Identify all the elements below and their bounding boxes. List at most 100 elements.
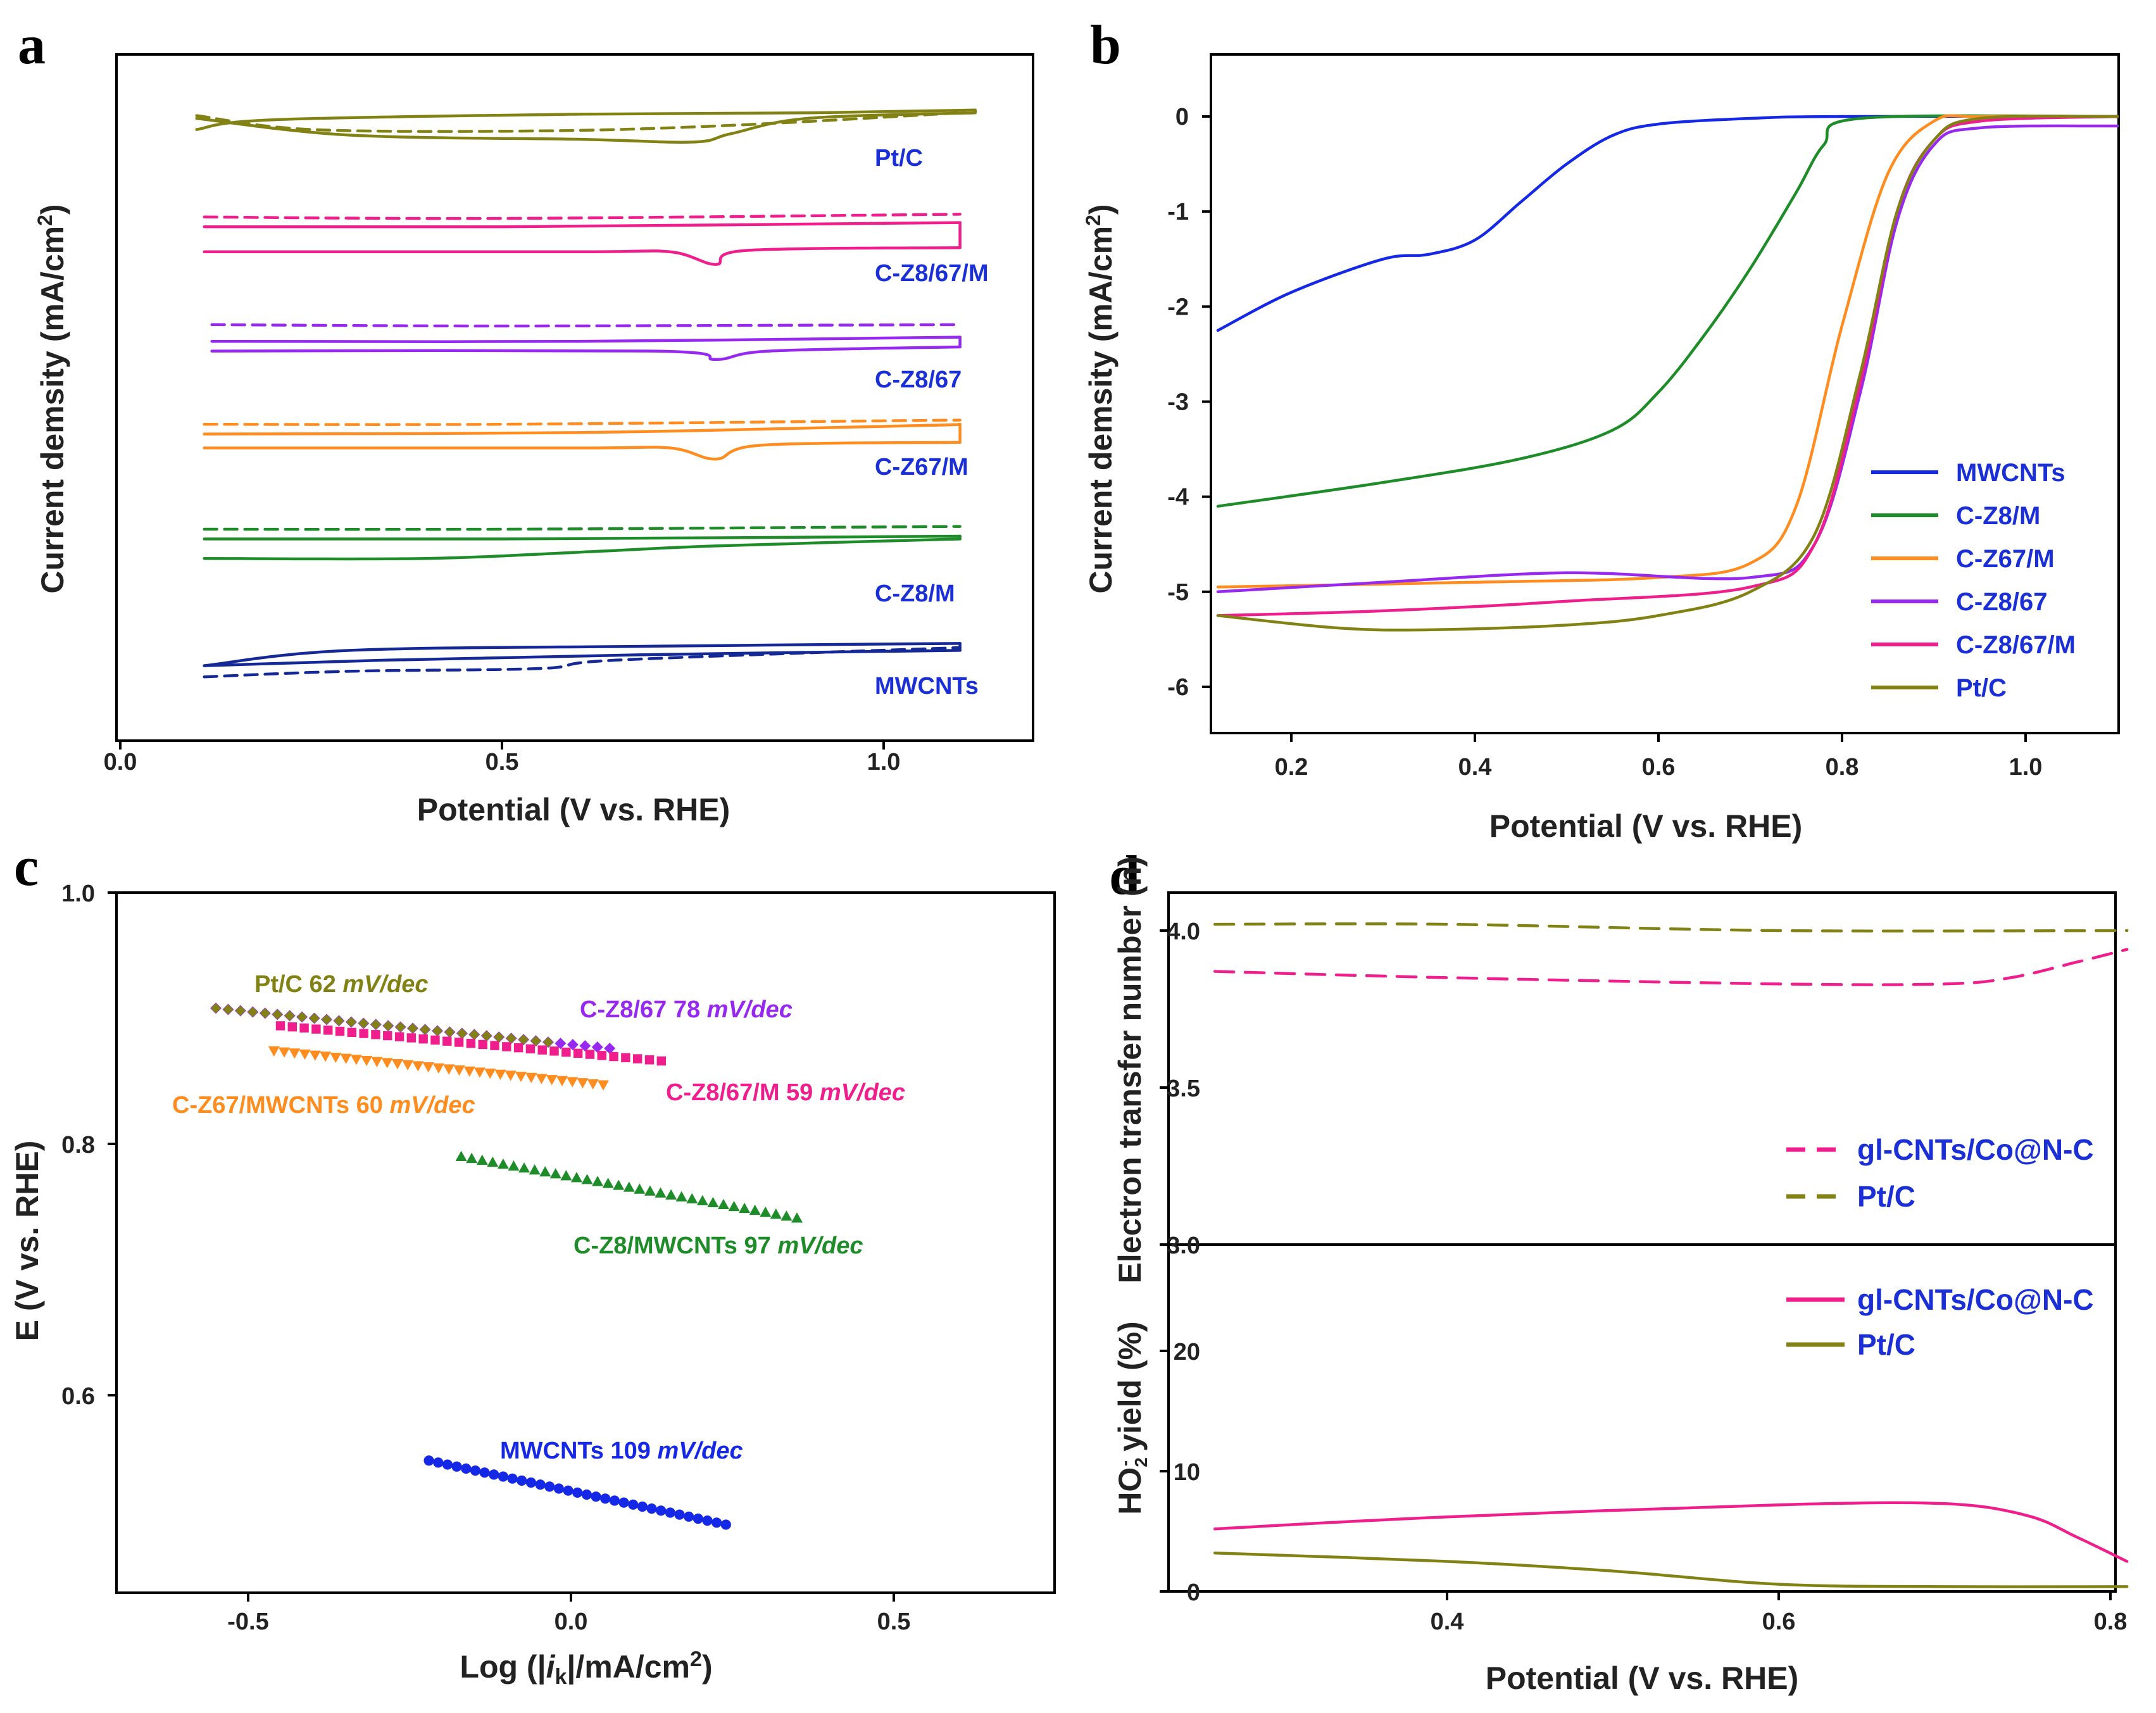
panel-c-y-tick-label: 0.8 — [61, 1132, 95, 1158]
panel-c-data-point — [573, 1048, 583, 1058]
panel-c-data-point — [299, 1049, 311, 1060]
panel-c-data-point — [422, 1062, 434, 1073]
panel-c-data-point — [284, 1010, 295, 1021]
panel-b-x-tick-label: 1.0 — [2009, 754, 2043, 781]
panel-c-data-point — [454, 1038, 464, 1047]
panel-c-data-point — [481, 1031, 492, 1041]
panel-b-x-tick-label: 0.4 — [1458, 754, 1492, 781]
panel-c-data-point — [507, 1473, 518, 1484]
panel-d-x-axis-title: Potential (V vs. RHE) — [1486, 1660, 1799, 1696]
panel-c-data-point — [347, 1027, 357, 1038]
panel-c-data-point — [561, 1047, 571, 1057]
panel-b: b 0.2 0.4 0.6 0.8 1.0 0 -1 -2 -3 -4 -5 -6 MWCNTs C-Z… — [1082, 15, 2120, 844]
panel-c-data-point — [383, 1020, 394, 1031]
panel-c-data-point — [711, 1517, 722, 1528]
panel-c-data-point — [563, 1485, 573, 1496]
panel-c-data-point — [760, 1206, 772, 1217]
panel-d-bottom-y-title-sub: 2 — [1131, 1457, 1151, 1467]
panel-c-data-point — [644, 1055, 655, 1065]
panel-c-data-point — [330, 1052, 342, 1064]
panel-c-data-point — [275, 1021, 285, 1031]
panel-c-data-point — [420, 1024, 430, 1035]
panel-c-x-title-end: ) — [702, 1649, 713, 1685]
panel-a-cv-solid-anodic — [203, 642, 962, 667]
panel-c-x-axis-title: Log (|ik|/mA/cm2) — [460, 1647, 712, 1689]
panel-d-letter: d — [1109, 845, 1140, 907]
panel-c-data-point — [479, 1467, 490, 1478]
panel-c-data-point — [632, 1054, 642, 1064]
panel-c-data-point — [279, 1047, 291, 1058]
panel-c-data-point — [675, 1191, 687, 1202]
panel-a-y-title-sup: 2 — [34, 215, 56, 226]
panel-c-ticks: -0.5 0.0 0.5 0.6 0.8 1.0 — [61, 881, 910, 1635]
panel-b-legend-label: C-Z8/67/M — [1956, 631, 2076, 659]
panel-a-series-label: Pt/C — [875, 145, 923, 172]
panel-c-data-point — [350, 1055, 362, 1065]
panel-c-data-point — [549, 1168, 561, 1179]
panel-c-data-point — [609, 1051, 618, 1062]
panel-c-data-point — [381, 1058, 393, 1069]
panel-c-data-point — [674, 1509, 685, 1520]
panel-b-y-title-sup: 2 — [1082, 215, 1105, 226]
panel-c-data-point — [567, 1039, 579, 1051]
panel-c-data-point — [370, 1019, 381, 1030]
panel-c-data-point — [749, 1204, 761, 1215]
panel-c-slope-name: MWCNTs 109 — [500, 1438, 657, 1464]
panel-c-data-point — [702, 1515, 713, 1526]
panel-d-top-y-tick-label: 3.0 — [1167, 1233, 1200, 1259]
panel-a-cv-solid-cathodic — [203, 441, 962, 461]
panel-c-data-point — [539, 1166, 551, 1177]
panel-c-data-point — [323, 1026, 333, 1035]
panel-c-slope-label: MWCNTs 109 mV/dec — [500, 1438, 743, 1464]
panel-c-data-point — [408, 1023, 418, 1034]
panel-c-data-point — [780, 1210, 793, 1221]
panel-d-bottom-y-tick-label: 0 — [1187, 1579, 1200, 1606]
panel-a-cv-dashed — [203, 213, 962, 220]
panel-b-curve — [1216, 115, 2119, 632]
panel-a-series-label: C-Z8/67/M — [875, 260, 988, 287]
panel-d-bottom-y-tick-label: 20 — [1174, 1339, 1200, 1365]
panel-c-data-point — [402, 1060, 414, 1070]
panel-c-data-point — [451, 1461, 462, 1472]
panel-c-slope-label: C-Z8/67 78 mV/dec — [580, 996, 793, 1023]
panel-c-data-point — [791, 1212, 803, 1223]
panel-c-data-point — [602, 1177, 614, 1188]
panel-a-cv-dashed — [210, 323, 962, 328]
panel-b-curves — [1216, 114, 2119, 632]
panel-a-x-ticks: 0.0 0.5 1.0 — [104, 741, 900, 775]
panel-c-slope-name: Pt/C 62 — [254, 971, 342, 998]
panel-d: d 0.4 0.6 0.8 3.0 3.5 4.0 0 10 20 gl-CNTs/Co@N-C… — [1109, 845, 2129, 1696]
panel-c-letter: c — [14, 836, 39, 898]
panel-c-data-point — [494, 1032, 505, 1043]
panel-a-cv-dashed — [203, 525, 962, 531]
panel-c-data-point — [581, 1489, 592, 1500]
panel-b-y-tick-label: -3 — [1167, 389, 1189, 416]
panel-b-legend-label: MWCNTs — [1956, 459, 2065, 487]
panel-b-y-title-end: ) — [1083, 204, 1119, 215]
panel-c-slope-label: C-Z8/MWCNTs 97 mV/dec — [573, 1233, 863, 1259]
panel-c-data-point — [391, 1059, 403, 1070]
panel-c-data-point — [444, 1027, 455, 1038]
panel-c-data-point — [406, 1033, 417, 1043]
panel-c-data-point — [544, 1481, 555, 1492]
panel-d-plot-frame — [1167, 891, 2117, 1593]
panel-d-legend-label: gl-CNTs/Co@N-C — [1857, 1133, 2094, 1166]
panel-a-series-labels: Pt/C C-Z8/67/M C-Z8/67 C-Z67/M C-Z8/M MWCNTs — [875, 145, 988, 700]
panel-c: c -0.5 0.0 0.50.60.81.0 Pt/C 62 mV/decC-Z8… — [9, 836, 1056, 1689]
panel-c-data-point — [577, 1078, 589, 1089]
panel-c-data-point — [340, 1053, 352, 1064]
panel-c-data-point — [498, 1471, 509, 1482]
panel-a: a 0.0 0.5 1.0 Pt/C C-Z8/67/M C-Z8/67 C-Z67/M C… — [18, 15, 1034, 827]
panel-b-y-tick-label: -5 — [1167, 579, 1189, 606]
panel-d-x-tick-label: 0.6 — [1762, 1609, 1796, 1635]
panel-c-data-point — [359, 1029, 368, 1038]
panel-c-data-point — [289, 1048, 301, 1059]
panel-c-data-point — [720, 1519, 731, 1530]
panel-c-data-point — [591, 1041, 603, 1053]
panel-d-bottom-curve — [1213, 1501, 2129, 1563]
panel-c-data-point — [644, 1185, 656, 1196]
panel-c-data-point — [693, 1513, 703, 1524]
panel-c-data-point — [555, 1038, 567, 1050]
panel-b-x-tick-label: 0.8 — [1826, 754, 1859, 781]
